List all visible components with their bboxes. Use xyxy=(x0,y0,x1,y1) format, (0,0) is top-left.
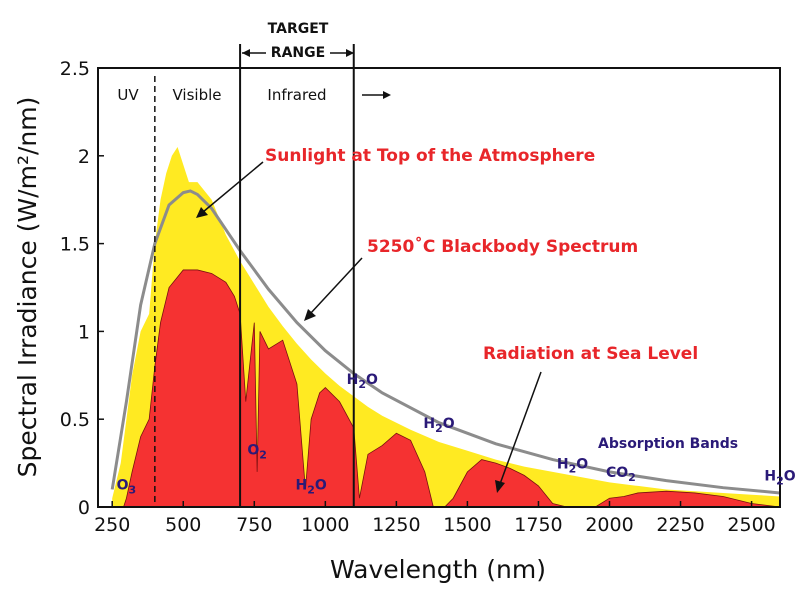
plot-area xyxy=(97,44,781,508)
x-tick-label: 2250 xyxy=(656,514,704,536)
absorption-band-label: H2O xyxy=(295,477,326,496)
plot-frame xyxy=(97,67,781,508)
annotation-top-of-atmosphere: Sunlight at Top of the Atmosphere xyxy=(265,146,595,166)
x-tick-label: 1000 xyxy=(301,514,349,536)
absorption-band-label: CO2 xyxy=(606,465,636,484)
blackbody-curve xyxy=(110,189,780,495)
x-tick-label: 500 xyxy=(165,514,201,536)
band-suffix: O xyxy=(443,416,455,432)
band-molecule: CO xyxy=(606,465,628,481)
target-range-label-line2: RANGE xyxy=(271,45,325,61)
annotation-arrows xyxy=(196,161,542,493)
y-tick-label: 2 xyxy=(78,146,90,168)
absorption-band-label: H2O xyxy=(557,456,588,475)
band-subscript: 2 xyxy=(435,422,443,435)
band-suffix: O xyxy=(576,456,588,472)
x-axis-title: Wavelength (nm) xyxy=(330,555,546,584)
band-subscript: 2 xyxy=(628,471,636,484)
absorption-band-label: O2 xyxy=(247,442,267,461)
band-molecule: H xyxy=(295,477,307,493)
visible-region-label: Visible xyxy=(173,86,222,104)
band-suffix: O xyxy=(366,372,378,388)
band-subscript: 3 xyxy=(129,483,137,496)
band-subscript: 2 xyxy=(259,448,267,461)
x-tick-label: 750 xyxy=(236,514,272,536)
band-subscript: 2 xyxy=(307,483,315,496)
annotation-sea-level: Radiation at Sea Level xyxy=(483,344,698,364)
x-tick-label: 2500 xyxy=(727,514,775,536)
band-subscript: 2 xyxy=(569,462,577,475)
annotation-blackbody: 5250˚C Blackbody Spectrum xyxy=(367,235,638,257)
target-range-arrows xyxy=(242,49,354,57)
y-tick-label: 1.5 xyxy=(60,234,90,256)
band-subscript: 2 xyxy=(776,475,784,488)
absorption-band-label: O3 xyxy=(117,477,137,496)
y-tick-label: 0 xyxy=(78,497,90,519)
band-suffix: O xyxy=(784,469,796,485)
target-range-label-line1: TARGET xyxy=(268,21,329,37)
band-molecule: O xyxy=(117,477,129,493)
band-molecule: H xyxy=(347,372,359,388)
x-tick-label: 2000 xyxy=(585,514,633,536)
band-molecule: H xyxy=(764,469,776,485)
y-tick-label: 0.5 xyxy=(60,409,90,431)
absorption-band-label: H2O xyxy=(347,372,378,391)
absorption-band-label: H2O xyxy=(423,416,454,435)
band-suffix: O xyxy=(315,477,327,493)
y-tick-label: 2.5 xyxy=(60,58,90,80)
axis-ticks: 250 500 750 1000 1250 1500 1750 2000 2250 2500 0 0.… xyxy=(60,58,776,536)
band-molecule: H xyxy=(423,416,435,432)
band-subscript: 2 xyxy=(358,378,366,391)
band-molecule: O xyxy=(247,442,259,458)
band-molecule: H xyxy=(557,456,569,472)
y-tick-label: 1 xyxy=(78,321,90,343)
x-tick-label: 1250 xyxy=(372,514,420,536)
y-axis-title: Spectral Irradiance (W/m²/nm) xyxy=(13,97,42,478)
sea-level-area xyxy=(123,269,780,507)
infrared-arrow xyxy=(362,91,391,99)
x-tick-label: 250 xyxy=(94,514,130,536)
absorption-band-label: H2O xyxy=(764,469,795,488)
uv-region-label: UV xyxy=(117,86,139,104)
x-tick-label: 1500 xyxy=(443,514,491,536)
infrared-region-label: Infrared xyxy=(267,86,326,104)
annotation-absorption-bands: Absorption Bands xyxy=(598,436,738,452)
x-tick-label: 1750 xyxy=(514,514,562,536)
